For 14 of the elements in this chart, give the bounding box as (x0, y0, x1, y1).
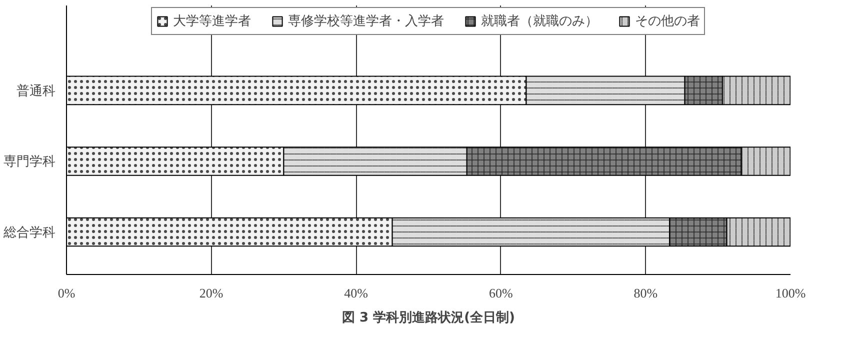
x-tick-label: 40% (344, 286, 368, 300)
x-tick-label: 80% (634, 286, 658, 300)
y-tick-label: 専門学科 (4, 154, 56, 169)
legend-label: 就職者（就職のみ） (481, 12, 598, 30)
text: 図 3 学科別進路状況(全日制) (342, 310, 515, 326)
legend-label: その他の者 (635, 12, 700, 30)
y-tick-label: 総合学科 (2, 224, 56, 240)
x-tick-label: 20% (199, 286, 224, 300)
y-tick-label: 普通科 (16, 82, 56, 98)
legend-label: 大学等進学者 (173, 12, 251, 30)
legend-label: 専修学校等進学者・入学者 (288, 12, 444, 30)
x-tick-label: 0% (58, 286, 76, 300)
x-tick-label: 100% (775, 286, 806, 300)
x-tick-label: 60% (488, 286, 513, 300)
